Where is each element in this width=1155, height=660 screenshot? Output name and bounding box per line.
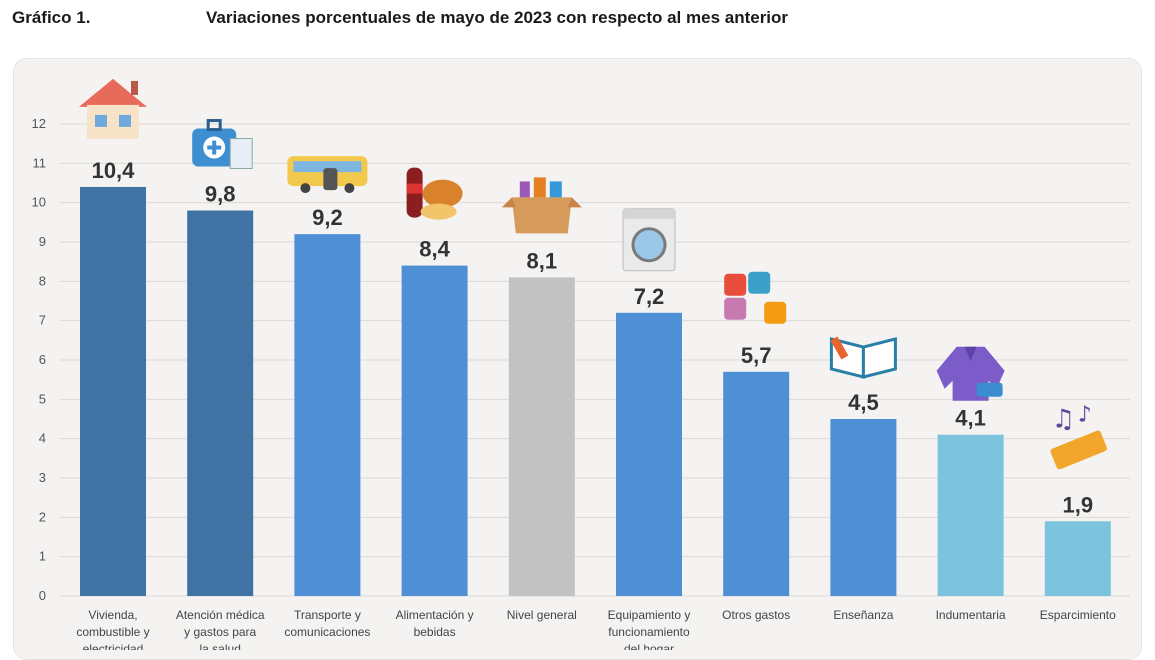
category-label: Equipamiento y bbox=[608, 608, 691, 622]
category-label: Nivel general bbox=[507, 608, 577, 622]
chart-title: Variaciones porcentuales de mayo de 2023… bbox=[206, 8, 789, 27]
value-label: 9,8 bbox=[205, 182, 236, 207]
value-label: 5,7 bbox=[741, 343, 772, 368]
category-label: Esparcimiento bbox=[1040, 608, 1116, 622]
house-icon bbox=[79, 78, 147, 139]
bar bbox=[937, 434, 1004, 596]
value-label: 4,5 bbox=[848, 390, 879, 415]
bar bbox=[1044, 521, 1111, 596]
y-tick-label: 5 bbox=[39, 391, 46, 406]
y-tick-label: 0 bbox=[39, 588, 46, 603]
svg-text:♫: ♫ bbox=[1052, 404, 1075, 434]
ticket-icon: ♫ ♪ bbox=[1050, 402, 1107, 470]
value-labels: 10,4 9,8 9,2 8,4 8,1 7,2 5,7 4,5 4,1 1,9 bbox=[92, 158, 1094, 517]
medical-kit-icon bbox=[192, 119, 253, 170]
food-drink-icon bbox=[406, 167, 463, 220]
category-label: bebidas bbox=[414, 625, 456, 639]
bar bbox=[294, 234, 361, 596]
y-tick-label: 1 bbox=[39, 549, 46, 564]
category-label: Otros gastos bbox=[722, 608, 790, 622]
bar bbox=[830, 419, 897, 596]
category-label: Alimentación y bbox=[396, 608, 474, 622]
bar bbox=[187, 210, 254, 597]
y-tick-label: 10 bbox=[32, 195, 46, 210]
y-tick-label: 8 bbox=[39, 273, 46, 288]
y-tick-label: 7 bbox=[39, 313, 46, 328]
bar bbox=[723, 371, 790, 596]
value-label: 4,1 bbox=[955, 406, 986, 431]
bars bbox=[80, 186, 1111, 597]
chart-header: Gráfico 1. Variaciones porcentuales de m… bbox=[12, 6, 1142, 36]
bar bbox=[80, 186, 146, 596]
bar bbox=[401, 265, 468, 596]
puzzle-icon bbox=[724, 271, 787, 324]
box-icon bbox=[501, 177, 582, 234]
y-tick-label: 2 bbox=[39, 509, 46, 524]
y-tick-label: 6 bbox=[39, 352, 46, 367]
washing-machine-icon bbox=[622, 208, 676, 272]
y-tick-label: 9 bbox=[39, 234, 46, 249]
value-label: 9,2 bbox=[312, 205, 343, 230]
category-label: Transporte y bbox=[294, 608, 361, 622]
category-label: combustible y bbox=[76, 625, 149, 639]
y-tick-label: 4 bbox=[39, 431, 46, 446]
figure-label: Gráfico 1. bbox=[12, 8, 91, 27]
y-tick-label: 12 bbox=[32, 116, 46, 131]
value-label: 1,9 bbox=[1063, 492, 1094, 517]
category-label: la salud bbox=[200, 642, 241, 650]
y-tick-label: 3 bbox=[39, 470, 46, 485]
category-label: electricidad bbox=[83, 642, 144, 650]
jacket-icon bbox=[936, 346, 1005, 401]
book-icon bbox=[829, 336, 897, 379]
value-label: 8,4 bbox=[419, 237, 450, 262]
value-label: 10,4 bbox=[92, 158, 136, 183]
bus-icon bbox=[287, 156, 368, 194]
category-label: y gastos para bbox=[184, 625, 256, 639]
y-tick-label: 11 bbox=[33, 155, 47, 170]
category-label: Enseñanza bbox=[833, 608, 893, 622]
category-icons: ♫ ♪ bbox=[79, 78, 1107, 470]
bar bbox=[616, 312, 682, 596]
category-label: funcionamiento bbox=[608, 625, 690, 639]
category-label: Atención médica bbox=[176, 608, 265, 622]
svg-text:♪: ♪ bbox=[1078, 402, 1092, 427]
category-label: Indumentaria bbox=[936, 608, 1006, 622]
category-label: del hogar bbox=[624, 642, 674, 650]
category-label: Vivienda, bbox=[88, 608, 137, 622]
value-label: 8,1 bbox=[527, 248, 558, 273]
value-label: 7,2 bbox=[634, 284, 665, 309]
bar bbox=[508, 277, 575, 596]
category-label: comunicaciones bbox=[284, 625, 370, 639]
category-labels: Vivienda, combustible y electricidad Atenci… bbox=[76, 608, 1116, 650]
